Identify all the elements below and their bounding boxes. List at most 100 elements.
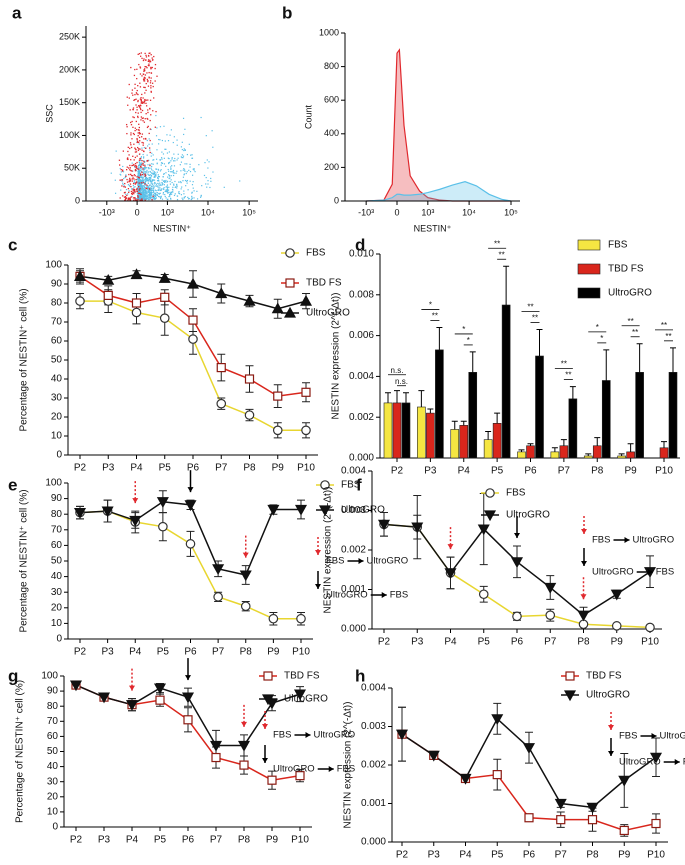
event-dot bbox=[142, 164, 145, 166]
event-dot bbox=[176, 159, 178, 161]
panel-letter: e bbox=[8, 475, 17, 494]
data-point bbox=[185, 539, 196, 549]
event-dot bbox=[122, 169, 124, 171]
event-dot bbox=[154, 181, 156, 184]
event-dot bbox=[137, 53, 139, 56]
event-dot bbox=[166, 185, 168, 187]
event-dot bbox=[150, 190, 152, 192]
event-dot bbox=[155, 158, 158, 160]
event-dot bbox=[146, 72, 148, 74]
data-point bbox=[411, 522, 424, 534]
event-dot bbox=[155, 168, 157, 170]
significance-label: n.s. bbox=[391, 366, 404, 375]
event-dot bbox=[135, 167, 138, 169]
event-dot bbox=[133, 166, 136, 168]
event-dot bbox=[129, 147, 131, 150]
legend-marker bbox=[285, 278, 295, 288]
event-dot bbox=[127, 146, 129, 149]
event-dot bbox=[124, 199, 127, 201]
event-dot bbox=[151, 182, 153, 184]
event-dot bbox=[129, 179, 132, 181]
event-dot bbox=[207, 183, 209, 185]
y-tick-label: 100 bbox=[45, 260, 62, 271]
event-dot bbox=[130, 169, 132, 172]
event-dot bbox=[182, 169, 184, 171]
y-tick-label: 800 bbox=[324, 61, 339, 71]
event-dot bbox=[158, 185, 160, 187]
data-point bbox=[586, 802, 599, 814]
event-dot bbox=[140, 193, 142, 196]
switch-to: UltroGRO bbox=[659, 731, 685, 742]
event-dot bbox=[131, 164, 133, 167]
event-dot bbox=[142, 179, 144, 181]
event-dot bbox=[143, 102, 145, 104]
y-tick-label: 50K bbox=[64, 163, 80, 173]
event-dot bbox=[126, 181, 129, 183]
event-dot bbox=[138, 63, 140, 66]
event-dot bbox=[134, 99, 136, 101]
y-axis-label: Count bbox=[303, 105, 313, 130]
data-point bbox=[491, 714, 504, 726]
legend-marker bbox=[285, 248, 295, 258]
event-dot bbox=[166, 189, 168, 191]
event-dot bbox=[176, 170, 178, 172]
event-dot bbox=[131, 138, 133, 140]
event-dot bbox=[158, 188, 160, 190]
y-tick-label: 100 bbox=[41, 671, 58, 682]
event-dot bbox=[149, 196, 152, 198]
event-dot bbox=[141, 179, 143, 182]
event-dot bbox=[140, 116, 143, 118]
event-dot bbox=[155, 193, 157, 196]
significance-label: * bbox=[596, 323, 599, 332]
y-tick-label: 80 bbox=[51, 509, 63, 520]
event-dot bbox=[142, 172, 145, 175]
data-point bbox=[102, 273, 115, 285]
event-dot bbox=[138, 178, 140, 180]
event-dot bbox=[151, 181, 153, 183]
data-point bbox=[237, 740, 251, 752]
event-dot bbox=[209, 186, 211, 189]
event-dot bbox=[128, 180, 130, 183]
panel-letter: h bbox=[355, 666, 365, 685]
event-dot bbox=[157, 174, 159, 176]
bar bbox=[483, 439, 493, 459]
data-point bbox=[239, 570, 252, 582]
event-dot bbox=[170, 193, 172, 195]
event-dot bbox=[148, 174, 151, 176]
event-dot bbox=[150, 85, 152, 87]
event-dot bbox=[149, 197, 152, 199]
switch-to: UltroGRO bbox=[632, 535, 674, 546]
y-tick-label: 200K bbox=[59, 64, 80, 74]
event-dot bbox=[204, 162, 206, 164]
event-dot bbox=[167, 192, 169, 194]
event-dot bbox=[138, 136, 141, 139]
y-axis-label: Percentage of NESTIN⁺ cell (%) bbox=[19, 489, 30, 632]
error-bar bbox=[618, 453, 625, 456]
bar bbox=[468, 372, 478, 459]
event-dot bbox=[160, 184, 162, 187]
event-dot bbox=[119, 167, 121, 170]
data-point bbox=[299, 294, 313, 306]
event-dot bbox=[151, 183, 153, 186]
event-dot bbox=[138, 133, 141, 135]
event-dot bbox=[154, 171, 156, 174]
event-dot bbox=[160, 197, 162, 200]
event-dot bbox=[171, 158, 173, 160]
event-dot bbox=[131, 92, 133, 94]
data-point bbox=[296, 613, 306, 624]
event-dot bbox=[155, 190, 157, 192]
event-dot bbox=[130, 146, 133, 149]
event-dot bbox=[127, 104, 129, 106]
event-dot bbox=[149, 149, 151, 151]
event-dot bbox=[223, 186, 225, 188]
event-dot bbox=[142, 142, 145, 144]
event-dot bbox=[173, 153, 175, 155]
legend-marker bbox=[565, 671, 575, 681]
x-tick-label: 0 bbox=[135, 207, 140, 217]
event-dot bbox=[239, 180, 241, 182]
event-dot bbox=[147, 85, 150, 87]
panel-letter: g bbox=[8, 666, 18, 685]
event-dot bbox=[144, 69, 146, 72]
event-dot bbox=[187, 189, 189, 191]
switch-to: UltroGRO bbox=[366, 556, 408, 567]
